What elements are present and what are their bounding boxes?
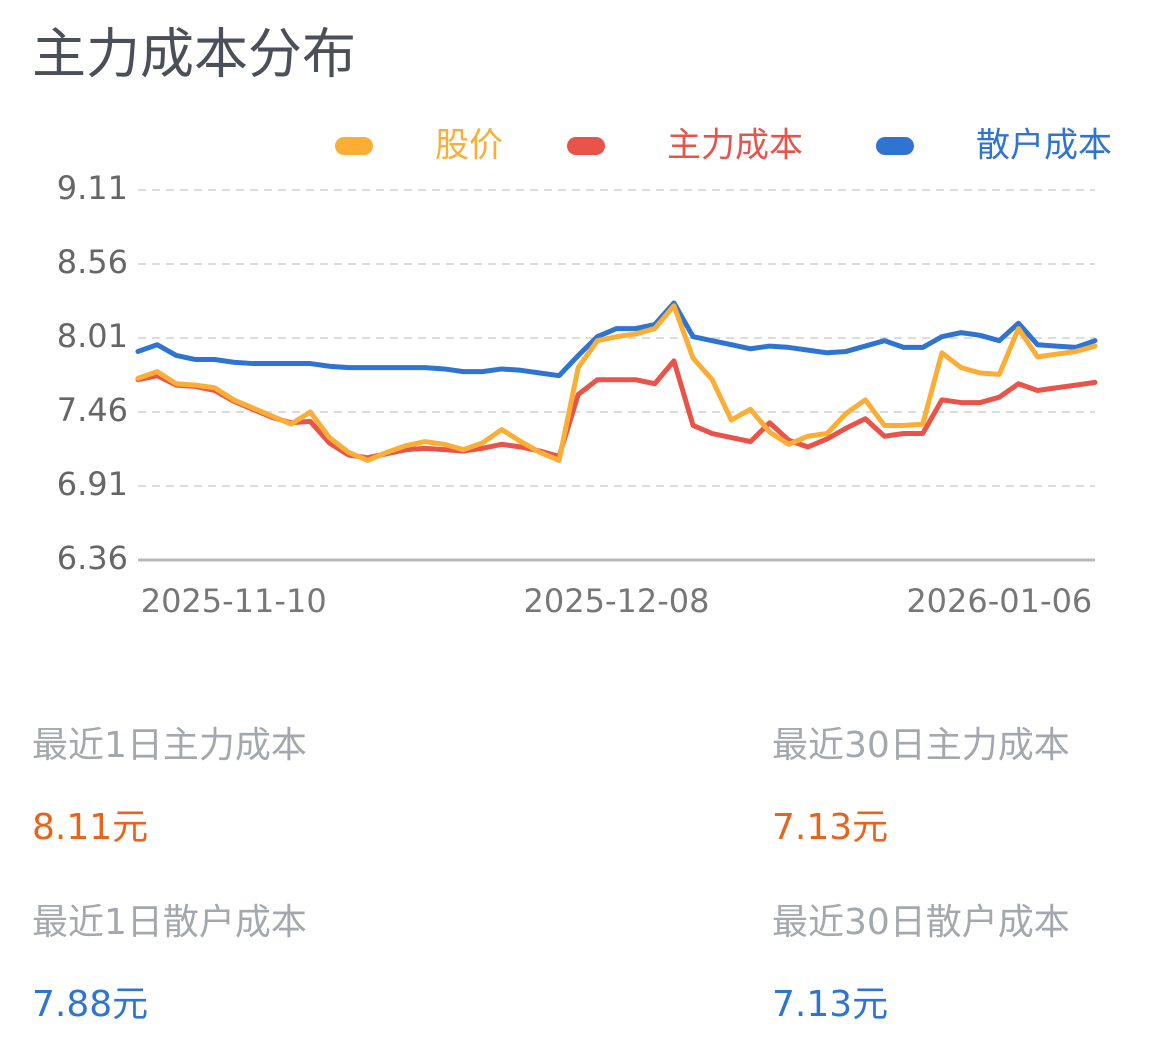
legend-swatch [335,137,373,155]
stat: 最近30日主力成本 7.13元 [772,716,1070,850]
stat-value: 7.88元 [32,984,149,1025]
series-line [135,303,1098,463]
stat-label: 最近1日散户成本 [32,902,307,943]
stat: 最近30日散户成本 7.13元 [772,893,1070,1027]
x-tick-label: 2026-01-06 [906,582,1092,620]
chart-title: 主力成本分布 [32,23,356,86]
stat: 最近1日主力成本 8.11元 [32,716,307,850]
y-tick-label: 9.11 [57,169,128,207]
stat-label: 最近30日散户成本 [772,902,1070,943]
y-tick-label: 8.56 [57,243,128,281]
y-tick-label: 8.01 [57,317,128,355]
x-tick-label: 2025-11-10 [141,582,327,620]
y-tick-label: 7.46 [57,391,128,429]
stat-value: 8.11元 [32,807,149,848]
x-tick-label: 2025-12-08 [524,582,710,620]
stat-value: 7.13元 [772,807,889,848]
series-line [135,300,1098,379]
legend-swatch [876,137,914,155]
legend-label: 散户成本 [976,126,1112,166]
stat: 最近1日散户成本 7.88元 [32,893,307,1027]
legend-swatch [567,137,605,155]
stat-label: 最近30日主力成本 [772,725,1070,766]
legend-label: 主力成本 [667,126,803,166]
y-tick-label: 6.36 [57,539,128,577]
stat-value: 7.13元 [772,984,889,1025]
chart: 主力成本分布 6.36 6.91 7.46 8.01 8.56 9.11 2025-11-1… [32,23,1112,620]
series-line [135,358,1098,461]
legend-label: 股价 [435,126,503,166]
y-tick-label: 6.91 [57,465,128,503]
stat-label: 最近1日主力成本 [32,725,307,766]
